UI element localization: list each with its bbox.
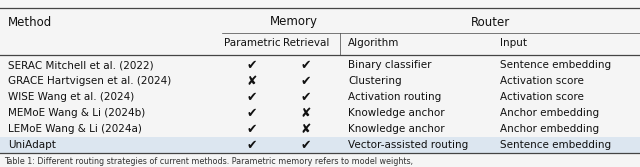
Text: Memory: Memory	[270, 16, 318, 29]
Text: ✘: ✘	[301, 123, 311, 135]
Text: MEMoE Wang & Li (2024b): MEMoE Wang & Li (2024b)	[8, 108, 145, 118]
Text: Sentence embedding: Sentence embedding	[500, 140, 611, 150]
Text: ✔: ✔	[301, 58, 311, 71]
Text: ✔: ✔	[247, 123, 257, 135]
Text: ✘: ✘	[301, 107, 311, 120]
Text: Activation score: Activation score	[500, 92, 584, 102]
Text: Activation routing: Activation routing	[348, 92, 441, 102]
Text: Binary classifier: Binary classifier	[348, 60, 431, 70]
Text: ✔: ✔	[247, 58, 257, 71]
Text: ✔: ✔	[247, 91, 257, 104]
Text: Retrieval: Retrieval	[283, 38, 329, 48]
Text: GRACE Hartvigsen et al. (2024): GRACE Hartvigsen et al. (2024)	[8, 76, 172, 86]
Text: Sentence embedding: Sentence embedding	[500, 60, 611, 70]
Text: Anchor embedding: Anchor embedding	[500, 124, 599, 134]
Text: Knowledge anchor: Knowledge anchor	[348, 108, 445, 118]
Text: SERAC Mitchell et al. (2022): SERAC Mitchell et al. (2022)	[8, 60, 154, 70]
Text: Activation score: Activation score	[500, 76, 584, 86]
Text: WISE Wang et al. (2024): WISE Wang et al. (2024)	[8, 92, 134, 102]
Text: ✔: ✔	[247, 138, 257, 151]
Text: ✔: ✔	[247, 107, 257, 120]
Text: Vector-assisted routing: Vector-assisted routing	[348, 140, 468, 150]
Text: ✔: ✔	[301, 91, 311, 104]
Text: Knowledge anchor: Knowledge anchor	[348, 124, 445, 134]
Text: Clustering: Clustering	[348, 76, 402, 86]
Text: ✔: ✔	[301, 138, 311, 151]
Text: Table 1: Different routing strategies of current methods. Parametric memory refe: Table 1: Different routing strategies of…	[4, 157, 413, 166]
Text: ✔: ✔	[301, 74, 311, 88]
Bar	[0, 137, 640, 153]
Text: Method: Method	[8, 16, 52, 29]
Text: ✘: ✘	[247, 74, 257, 88]
Text: Router: Router	[470, 16, 509, 29]
Text: Input: Input	[500, 38, 527, 48]
Text: UniAdapt: UniAdapt	[8, 140, 56, 150]
Text: Anchor embedding: Anchor embedding	[500, 108, 599, 118]
Text: Parametric: Parametric	[224, 38, 280, 48]
Text: LEMoE Wang & Li (2024a): LEMoE Wang & Li (2024a)	[8, 124, 142, 134]
Text: Algorithm: Algorithm	[348, 38, 399, 48]
